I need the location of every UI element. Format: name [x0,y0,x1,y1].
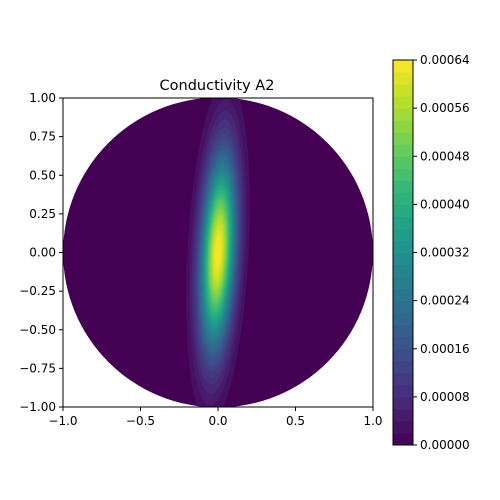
y-tick-label: 0.50 [29,168,56,182]
colorbar-band [393,120,413,133]
colorbar-band [393,72,413,85]
colorbar-tick-label: 0.00024 [420,294,470,308]
colorbar-band [393,336,413,350]
y-tick-label: −0.75 [19,361,56,375]
colorbar-band [393,216,413,229]
colorbar-band [393,324,413,338]
colorbar-band [393,288,413,302]
colorbar-band [393,360,413,374]
x-axis: −1.0 −0.5 0.0 0.5 1.0 [48,407,383,428]
x-tick-label: 0.0 [208,414,227,428]
colorbar-band [393,312,413,326]
colorbar-band [393,252,413,266]
contour-plot [63,97,373,408]
y-tick-label: 1.00 [29,91,56,105]
colorbar-band [393,168,413,181]
colorbar-tick-label: 0.00048 [420,149,470,163]
y-tick-label: 0.75 [29,130,56,144]
colorbar-band [393,348,413,362]
y-tick-label: 0.00 [29,246,56,260]
x-tick-label: −1.0 [48,414,77,428]
y-tick-label: −1.00 [19,400,56,414]
colorbar-band [393,144,413,157]
colorbar-band [393,372,413,386]
colorbar-band [393,240,413,253]
colorbar-tick-label: 0.00000 [420,438,470,452]
colorbar-band [393,180,413,193]
colorbar-tick-label: 0.00064 [420,53,470,67]
colorbar-band [393,108,413,121]
colorbar-band [393,228,413,241]
colorbar-band [393,96,413,109]
x-tick-label: 1.0 [363,414,382,428]
y-tick-label: −0.50 [19,323,56,337]
colorbar-tick-label: 0.00040 [420,197,470,211]
colorbar-band [393,408,413,422]
colorbar [393,60,413,446]
colorbar-band [393,132,413,145]
contour-level-31 [214,236,222,269]
colorbar-band [393,156,413,169]
chart-title: Conductivity A2 [160,78,275,94]
colorbar-band [393,276,413,290]
colorbar-band [393,420,413,434]
colorbar-band [393,300,413,314]
colorbar-tick-label: 0.00016 [420,342,470,356]
colorbar-tick-label: 0.00008 [420,390,470,404]
colorbar-band [393,204,413,217]
y-tick-label: −0.25 [19,284,56,298]
colorbar-band [393,60,413,73]
colorbar-band [393,192,413,205]
colorbar-band [393,384,413,398]
y-tick-label: 0.25 [29,207,56,221]
colorbar-band [393,84,413,97]
colorbar-tick-label: 0.00056 [420,101,470,115]
colorbar-tick-label: 0.00032 [420,246,470,260]
colorbar-band [393,396,413,410]
x-tick-label: −0.5 [126,414,155,428]
colorbar-band [393,432,413,446]
x-tick-label: 0.5 [286,414,305,428]
y-axis: −1.00 −0.75 −0.50 −0.25 0.00 0.25 0.50 0.75 1.00 [19,91,63,414]
colorbar-band [393,264,413,278]
colorbar-axis: 0.00000 0.00008 0.00016 0.00024 0.00032 0.000… [413,53,470,452]
